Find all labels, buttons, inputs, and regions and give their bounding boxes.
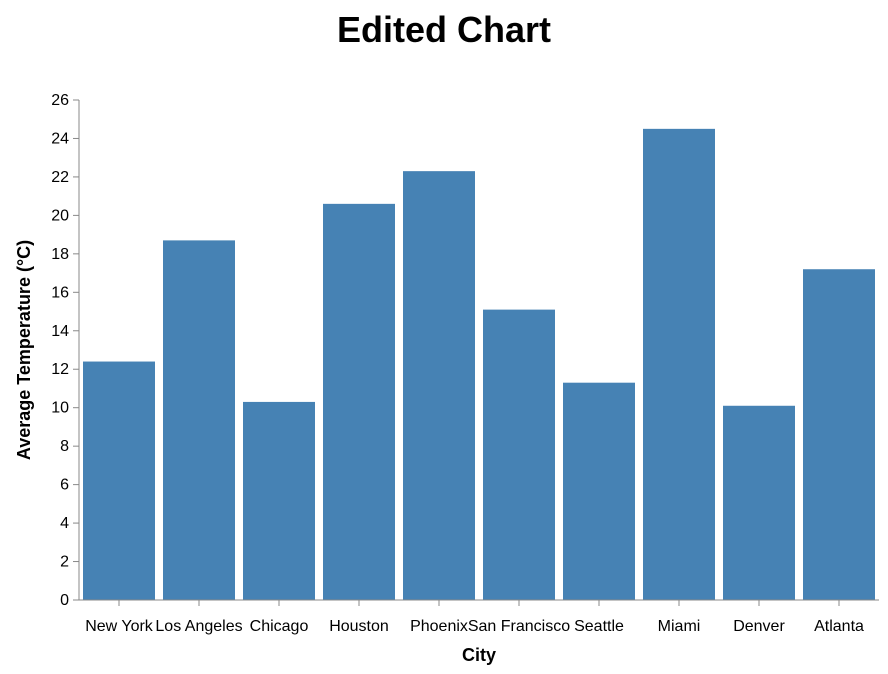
y-tick-label: 6 <box>60 477 69 494</box>
x-axis-title: City <box>462 645 496 665</box>
bar-seattle <box>563 382 635 600</box>
y-axis-title: Average Temperature (°C) <box>14 240 34 460</box>
x-tick-label-phoenix: Phoenix <box>410 618 468 635</box>
bar-san-francisco <box>483 309 555 600</box>
bar-chicago <box>243 401 315 600</box>
bar-miami <box>643 128 715 600</box>
x-tick-label-houston: Houston <box>329 618 389 635</box>
bar-new-york <box>83 361 155 600</box>
y-tick-label: 4 <box>60 515 69 532</box>
x-tick-label-new-york: New York <box>85 618 154 635</box>
x-tick-label-chicago: Chicago <box>250 618 309 635</box>
chart-title: Edited Chart <box>337 9 551 50</box>
x-tick-label-miami: Miami <box>658 618 701 635</box>
y-tick-label: 20 <box>51 207 69 224</box>
y-tick-label: 24 <box>51 130 69 147</box>
bar-los-angeles <box>163 240 235 600</box>
x-tick-label-seattle: Seattle <box>574 618 624 635</box>
y-tick-label: 8 <box>60 438 69 455</box>
y-tick-label: 0 <box>60 592 69 609</box>
y-tick-label: 12 <box>51 361 69 378</box>
bar-denver <box>723 405 795 600</box>
y-tick-label: 14 <box>51 323 69 340</box>
y-tick-label: 10 <box>51 400 69 417</box>
y-tick-label: 2 <box>60 554 69 571</box>
x-tick-label-los-angeles: Los Angeles <box>155 618 242 635</box>
y-tick-label: 18 <box>51 246 69 263</box>
y-tick-label: 16 <box>51 284 69 301</box>
x-tick-label-denver: Denver <box>733 618 785 635</box>
x-axis: New York Los Angeles Chicago Houston Phoenix… <box>79 599 879 635</box>
bar-atlanta <box>803 269 875 600</box>
y-tick-label: 22 <box>51 169 69 186</box>
bar-phoenix <box>403 171 475 600</box>
bar-houston <box>323 203 395 600</box>
x-tick-label-san-francisco: San Francisco <box>468 618 570 635</box>
y-tick-label: 26 <box>51 92 69 109</box>
bars-layer <box>83 128 875 600</box>
x-tick-label-atlanta: Atlanta <box>814 618 864 635</box>
